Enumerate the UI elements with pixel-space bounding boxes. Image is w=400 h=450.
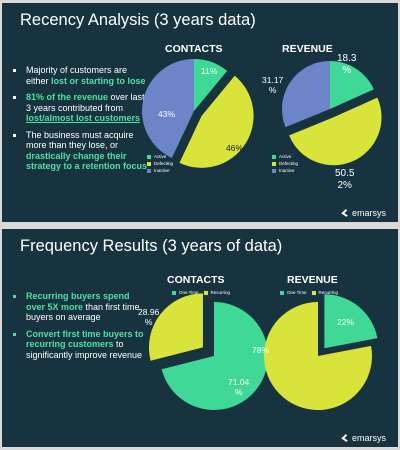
data-label: 11% bbox=[201, 66, 218, 76]
legend-swatch bbox=[280, 290, 284, 295]
bullet-item: Recurring buyers spend over 5X more than… bbox=[10, 291, 145, 323]
frequency-contacts-pie-chart bbox=[148, 293, 268, 410]
bullet-text: The business must acquire more than they… bbox=[26, 129, 134, 151]
legend-item: Inactive bbox=[272, 167, 298, 174]
legend-item: Active bbox=[272, 153, 298, 160]
bullet-text: to significantly improve revenue bbox=[26, 339, 143, 360]
data-label: 50.5 2% bbox=[335, 168, 355, 191]
legend-swatch bbox=[272, 161, 276, 166]
chart-legend: Active Defecting Inactive bbox=[272, 153, 298, 174]
revenue-pie-chart bbox=[282, 61, 382, 166]
legend-swatch bbox=[172, 290, 176, 295]
brand-name: emarsys bbox=[351, 433, 386, 443]
legend-item: One Time bbox=[172, 289, 199, 296]
data-label: 78% bbox=[252, 345, 270, 355]
legend-item: Active bbox=[147, 153, 173, 160]
pie-slice-active bbox=[194, 59, 228, 111]
recency-slide: Recency Analysis (3 years data) Majority… bbox=[2, 3, 398, 222]
brand-logo: emarsys bbox=[341, 208, 386, 218]
data-label: 71.04 % bbox=[228, 377, 250, 397]
data-label: 18.3 % bbox=[337, 53, 357, 76]
data-label: 46% bbox=[226, 143, 244, 153]
legend-item: Defecting bbox=[147, 160, 173, 167]
chart-title: REVENUE bbox=[287, 274, 338, 286]
pie-slice-recurring bbox=[264, 302, 372, 410]
legend-swatch bbox=[272, 154, 276, 159]
chart-legend: Active Defecting Inactive bbox=[147, 153, 173, 174]
pie-slice-defecting bbox=[179, 75, 254, 168]
slide-title: Frequency Results (3 years of data) bbox=[20, 237, 283, 255]
chart-title: CONTACTS bbox=[165, 43, 223, 55]
legend-swatch bbox=[311, 290, 316, 295]
data-label: 22% bbox=[337, 317, 355, 327]
chart-legend: One Time Recurring bbox=[280, 289, 343, 296]
chart-legend: One Time Recurring bbox=[172, 289, 235, 296]
pie-slice-defecting bbox=[289, 97, 382, 166]
pie-slice-one-time bbox=[324, 294, 378, 349]
chart-title: REVENUE bbox=[282, 43, 333, 55]
bullet-item: Majority of customers are either lost or… bbox=[10, 65, 150, 86]
bullet-highlight: lost or starting to lose bbox=[51, 75, 146, 86]
pie-slice-one-time bbox=[161, 302, 268, 410]
legend-swatch bbox=[147, 154, 151, 159]
legend-swatch bbox=[272, 168, 276, 173]
pie-slice-inactive bbox=[282, 61, 330, 128]
emarsys-logo-icon bbox=[341, 434, 351, 442]
bullet-highlight: 81% of the revenue bbox=[26, 92, 109, 102]
bullet-highlight: drastically change their strategy to a r… bbox=[26, 150, 148, 172]
bullet-text: Majority of customers are either bbox=[26, 65, 128, 86]
pie-slice-active bbox=[330, 61, 374, 109]
bullet-highlight: Recurring buyers spend over 5X more bbox=[26, 291, 130, 312]
legend-item: Recurring bbox=[203, 289, 230, 296]
recency-bullets: Majority of customers are either lost or… bbox=[10, 65, 150, 178]
legend-swatch bbox=[203, 290, 208, 295]
legend-item: Defecting bbox=[272, 160, 298, 167]
bullet-item: Convert first time buyers to recurring c… bbox=[10, 329, 145, 361]
bullet-highlight: lost/almost lost customers bbox=[26, 113, 141, 123]
emarsys-logo-icon bbox=[341, 209, 351, 217]
pie-slice-inactive bbox=[142, 59, 194, 159]
slide-title: Recency Analysis (3 years data) bbox=[20, 11, 256, 29]
frequency-bullets: Recurring buyers spend over 5X more than… bbox=[10, 291, 145, 366]
bullet-item: 81% of the revenue over last 3 years con… bbox=[10, 92, 150, 124]
legend-item: Recurring bbox=[311, 289, 338, 296]
legend-item: Inactive bbox=[147, 167, 173, 174]
bullet-highlight: Convert first time buyers to recurring c… bbox=[26, 328, 144, 350]
frequency-slide: Frequency Results (3 years of data) Recu… bbox=[2, 229, 398, 447]
bullet-text: over last 3 years contributed from bbox=[26, 92, 145, 113]
brand-logo: emarsys bbox=[341, 433, 386, 443]
data-label: 31.17 % bbox=[262, 75, 284, 95]
brand-name: emarsys bbox=[351, 208, 386, 218]
data-label: 28.96 % bbox=[138, 307, 160, 327]
contacts-pie-chart bbox=[142, 59, 254, 168]
pie-slice-recurring bbox=[148, 293, 203, 361]
data-label: 43% bbox=[158, 109, 176, 119]
frequency-revenue-pie-chart bbox=[264, 294, 378, 410]
legend-swatch bbox=[147, 168, 151, 173]
legend-item: One Time bbox=[280, 289, 307, 296]
bullet-text: than first time buyers on average bbox=[26, 301, 140, 323]
legend-swatch bbox=[147, 161, 151, 166]
bullet-item: The business must acquire more than they… bbox=[10, 130, 150, 172]
chart-title: CONTACTS bbox=[167, 274, 225, 286]
